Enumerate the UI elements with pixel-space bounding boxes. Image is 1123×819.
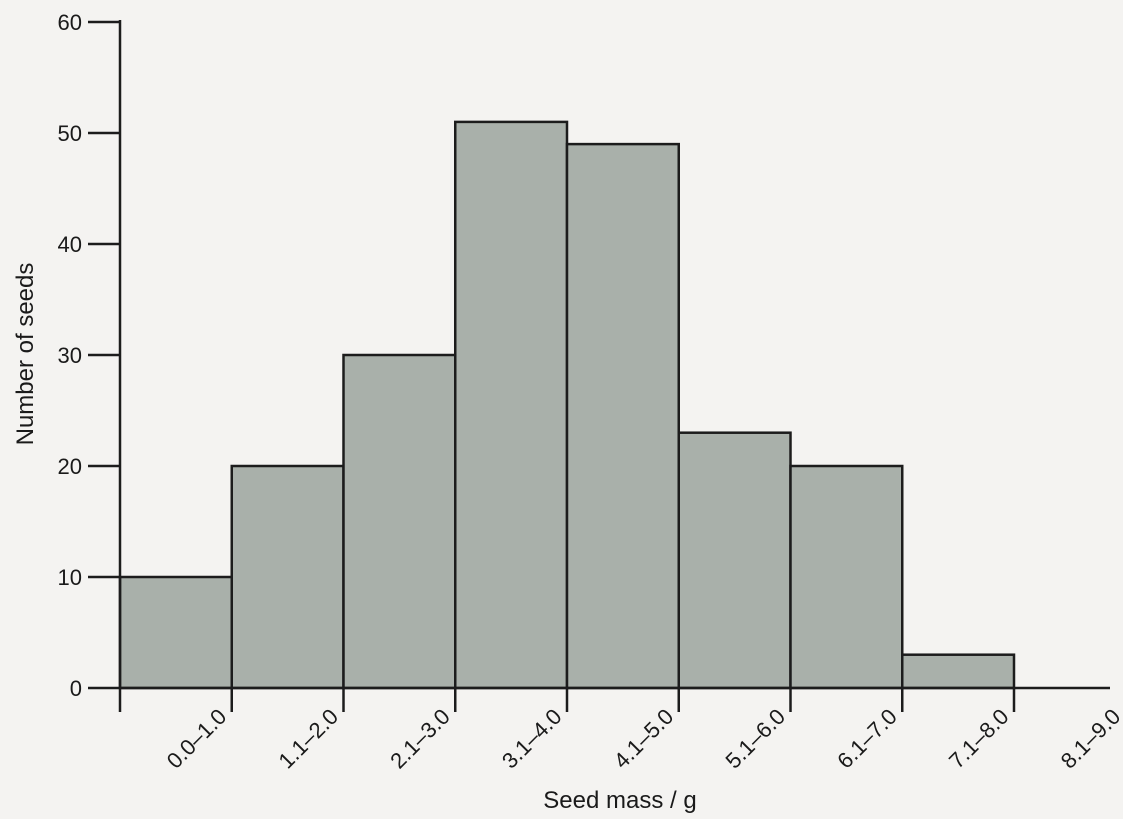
x-ticks-group: 0.0–1.0 1.1–2.0 2.1–3.0 3.1–4.0 4.1–5.0 5.1–6…	[118, 688, 1123, 774]
bar-6.1–7.0	[789, 464, 904, 690]
x-tick-label: 4.1–5.0	[609, 704, 679, 774]
x-tick-label: 6.1–7.0	[832, 704, 902, 774]
bar-3.1–4.0	[454, 120, 569, 690]
y-tick-label: 40	[58, 232, 82, 257]
x-tick-label: 0.0–1.0	[162, 704, 232, 774]
x-tick-label: 1.1–2.0	[273, 704, 343, 774]
x-tick-label: 3.1–4.0	[497, 704, 567, 774]
x-tick-label: 5.1–6.0	[720, 704, 790, 774]
y-tick-label: 30	[58, 343, 82, 368]
y-axis-title: Number of seeds	[12, 263, 39, 446]
x-tick-label: 2.1–3.0	[385, 704, 455, 774]
bars-group	[118, 120, 1016, 690]
bar-7.1–8.0	[901, 653, 1016, 690]
y-tick-label: 60	[58, 10, 82, 35]
y-ticks-group: 0 10 20 30 40 50 60	[58, 10, 120, 701]
y-tick-label: 50	[58, 121, 82, 146]
bar-0.0–1.0	[118, 575, 233, 690]
x-tick-label: 7.1–8.0	[944, 704, 1014, 774]
bar-5.1–6.0	[677, 431, 792, 690]
y-tick-label: 0	[70, 676, 82, 701]
x-tick-label: 8.1–9.0	[1056, 704, 1123, 774]
bar-2.1–3.0	[342, 353, 457, 690]
bar-1.1–2.0	[230, 464, 345, 690]
x-axis-title: Seed mass / g	[543, 787, 696, 814]
bar-4.1–5.0	[565, 142, 680, 690]
y-tick-label: 10	[58, 565, 82, 590]
y-tick-label: 20	[58, 454, 82, 479]
